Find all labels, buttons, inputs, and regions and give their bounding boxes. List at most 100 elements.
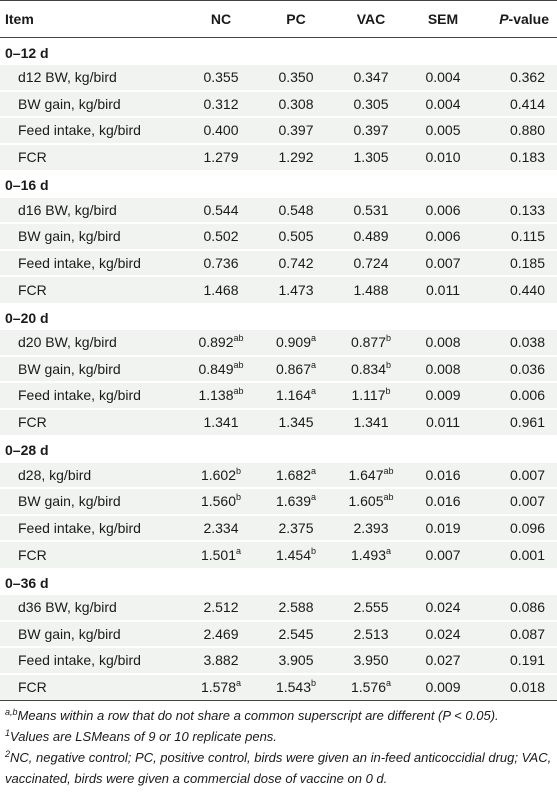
cell-vac-value: 1.605 <box>348 493 384 510</box>
cell-nc-value: 0.892 <box>198 334 234 351</box>
cell-sem-value: 0.005 <box>425 122 461 139</box>
table-row: d16 BW, kg/bird 0.544 0.548 0.531 0.006 0.133 <box>0 195 557 223</box>
cell-p-value: 0.185 <box>477 248 557 276</box>
cell-pc: 1.164a <box>259 381 333 409</box>
cell-sem: 0.007 <box>409 540 477 568</box>
cell-pc-superscript: a <box>311 333 317 344</box>
cell-sem: 0.006 <box>409 195 477 223</box>
cell-pc-value: 1.682 <box>275 466 312 483</box>
footnote-text: Means within a row that do not share a c… <box>17 707 499 723</box>
cell-nc: 0.502 <box>183 222 259 250</box>
cell-pc-value: 1.473 <box>278 281 314 298</box>
cell-sem: 0.019 <box>409 513 477 541</box>
cell-item: BW gain, kg/bird <box>0 89 183 117</box>
cell-vac: 0.531 <box>333 195 409 223</box>
cell-p-value-value: 0.115 <box>511 228 545 245</box>
cell-item-value: BW gain, kg/bird <box>18 360 121 377</box>
cell-nc-superscript: ab <box>233 386 244 397</box>
cell-pc-value: 2.545 <box>278 625 314 642</box>
cell-vac-value: 1.117 <box>351 387 386 404</box>
cell-vac: 2.513 <box>333 619 409 647</box>
cell-pc-value: 0.742 <box>278 254 314 271</box>
cell-nc-value: 0.355 <box>203 69 239 86</box>
cell-vac-superscript: b <box>386 333 392 344</box>
cell-pc: 2.545 <box>259 619 333 647</box>
cell-sem-value: 0.016 <box>425 466 461 483</box>
cell-pc-value: 1.639 <box>275 493 312 510</box>
section-header-row: 0–16 d <box>0 170 557 197</box>
cell-p-value: 0.036 <box>477 354 557 382</box>
footnote: 2NC, negative control; PC, positive cont… <box>5 747 552 789</box>
cell-p-value: 0.006 <box>477 381 557 409</box>
cell-nc-superscript: b <box>236 492 242 503</box>
cell-vac-value: 1.576 <box>350 679 387 695</box>
cell-p-value: 0.038 <box>477 328 557 356</box>
cell-item: BW gain, kg/bird <box>0 222 183 250</box>
cell-nc-value: 0.312 <box>203 95 239 112</box>
table-row: d28, kg/bird 1.602b 1.682a 1.647ab 0.016 0.00… <box>0 460 557 488</box>
header-p-value: P-value <box>477 1 557 38</box>
cell-p-value: 0.133 <box>477 195 557 223</box>
cell-sem: 0.011 <box>409 407 477 435</box>
cell-nc: 1.560b <box>183 487 259 515</box>
cell-vac-value: 2.513 <box>353 625 389 642</box>
cell-vac: 0.397 <box>333 116 409 144</box>
performance-table: Item NC PC VAC SEM P-value 0–12 d d12 BW,… <box>0 0 557 701</box>
footnote-text: Values are LSMeans of 9 or 10 replicate … <box>10 728 277 744</box>
table-row: d12 BW, kg/bird 0.355 0.350 0.347 0.004 0.362 <box>0 63 557 91</box>
cell-sem: 0.004 <box>409 89 477 117</box>
cell-pc: 0.742 <box>259 248 333 276</box>
cell-nc-value: 0.502 <box>203 228 239 245</box>
cell-vac-value: 1.341 <box>353 414 389 431</box>
cell-pc: 2.588 <box>259 593 333 621</box>
cell-p-value-value: 0.006 <box>509 387 545 404</box>
cell-sem-value: 0.007 <box>425 254 461 271</box>
cell-vac-value: 3.950 <box>353 652 389 669</box>
cell-vac: 1.605ab <box>333 487 409 515</box>
table-header: Item NC PC VAC SEM P-value <box>0 0 557 38</box>
cell-vac-value: 1.488 <box>353 281 389 298</box>
cell-item-value: d36 BW, kg/bird <box>18 599 117 616</box>
cell-nc-superscript: b <box>236 465 242 476</box>
cell-sem: 0.008 <box>409 354 477 382</box>
cell-vac-value: 0.489 <box>353 228 389 245</box>
table-row: d36 BW, kg/bird 2.512 2.588 2.555 0.024 0.086 <box>0 593 557 621</box>
cell-item: Feed intake, kg/bird <box>0 381 183 409</box>
cell-vac-superscript: ab <box>383 465 394 476</box>
cell-p-value-value: 0.007 <box>509 466 545 483</box>
cell-sem: 0.005 <box>409 116 477 144</box>
cell-pc: 0.867a <box>259 354 333 382</box>
cell-nc-value: 1.468 <box>203 281 239 298</box>
table-row: Feed intake, kg/bird 1.138ab 1.164a 1.117b 0… <box>0 381 557 409</box>
cell-nc-superscript: ab <box>233 333 244 344</box>
cell-vac: 0.724 <box>333 248 409 276</box>
cell-sem: 0.006 <box>409 222 477 250</box>
cell-p-value-value: 0.414 <box>509 95 545 112</box>
cell-vac: 0.834b <box>333 354 409 382</box>
cell-pc-value: 1.292 <box>278 149 314 166</box>
cell-p-value: 0.007 <box>477 487 557 515</box>
table-row: Feed intake, kg/bird 0.736 0.742 0.724 0.007… <box>0 248 557 276</box>
section-header-row: 0–20 d <box>0 303 557 330</box>
cell-pc: 1.543b <box>259 672 333 701</box>
cell-pc-value: 1.543 <box>275 679 312 695</box>
cell-item-value: Feed intake, kg/bird <box>18 122 141 139</box>
cell-sem-value: 0.011 <box>426 281 460 298</box>
cell-nc-value: 2.334 <box>203 519 239 536</box>
cell-nc-superscript: ab <box>233 359 244 370</box>
table-row: FCR 1.279 1.292 1.305 0.010 0.183 <box>0 142 557 170</box>
cell-sem-value: 0.004 <box>425 95 461 112</box>
footnote-mark: 2 <box>5 748 11 759</box>
cell-p-value-value: 0.133 <box>509 201 545 218</box>
cell-p-value: 0.096 <box>477 513 557 541</box>
cell-pc-superscript: a <box>311 465 317 476</box>
cell-item-value: Feed intake, kg/bird <box>18 387 141 404</box>
section-header-row: 0–12 d <box>0 38 557 65</box>
cell-vac-superscript: ab <box>383 492 394 503</box>
cell-sem-value: 0.024 <box>425 599 461 616</box>
cell-p-value-value: 0.440 <box>509 281 545 298</box>
cell-nc: 1.138ab <box>183 381 259 409</box>
table-row: d20 BW, kg/bird 0.892ab 0.909a 0.877b 0.008 0… <box>0 328 557 356</box>
cell-nc-superscript: a <box>236 545 242 556</box>
cell-nc: 0.736 <box>183 248 259 276</box>
